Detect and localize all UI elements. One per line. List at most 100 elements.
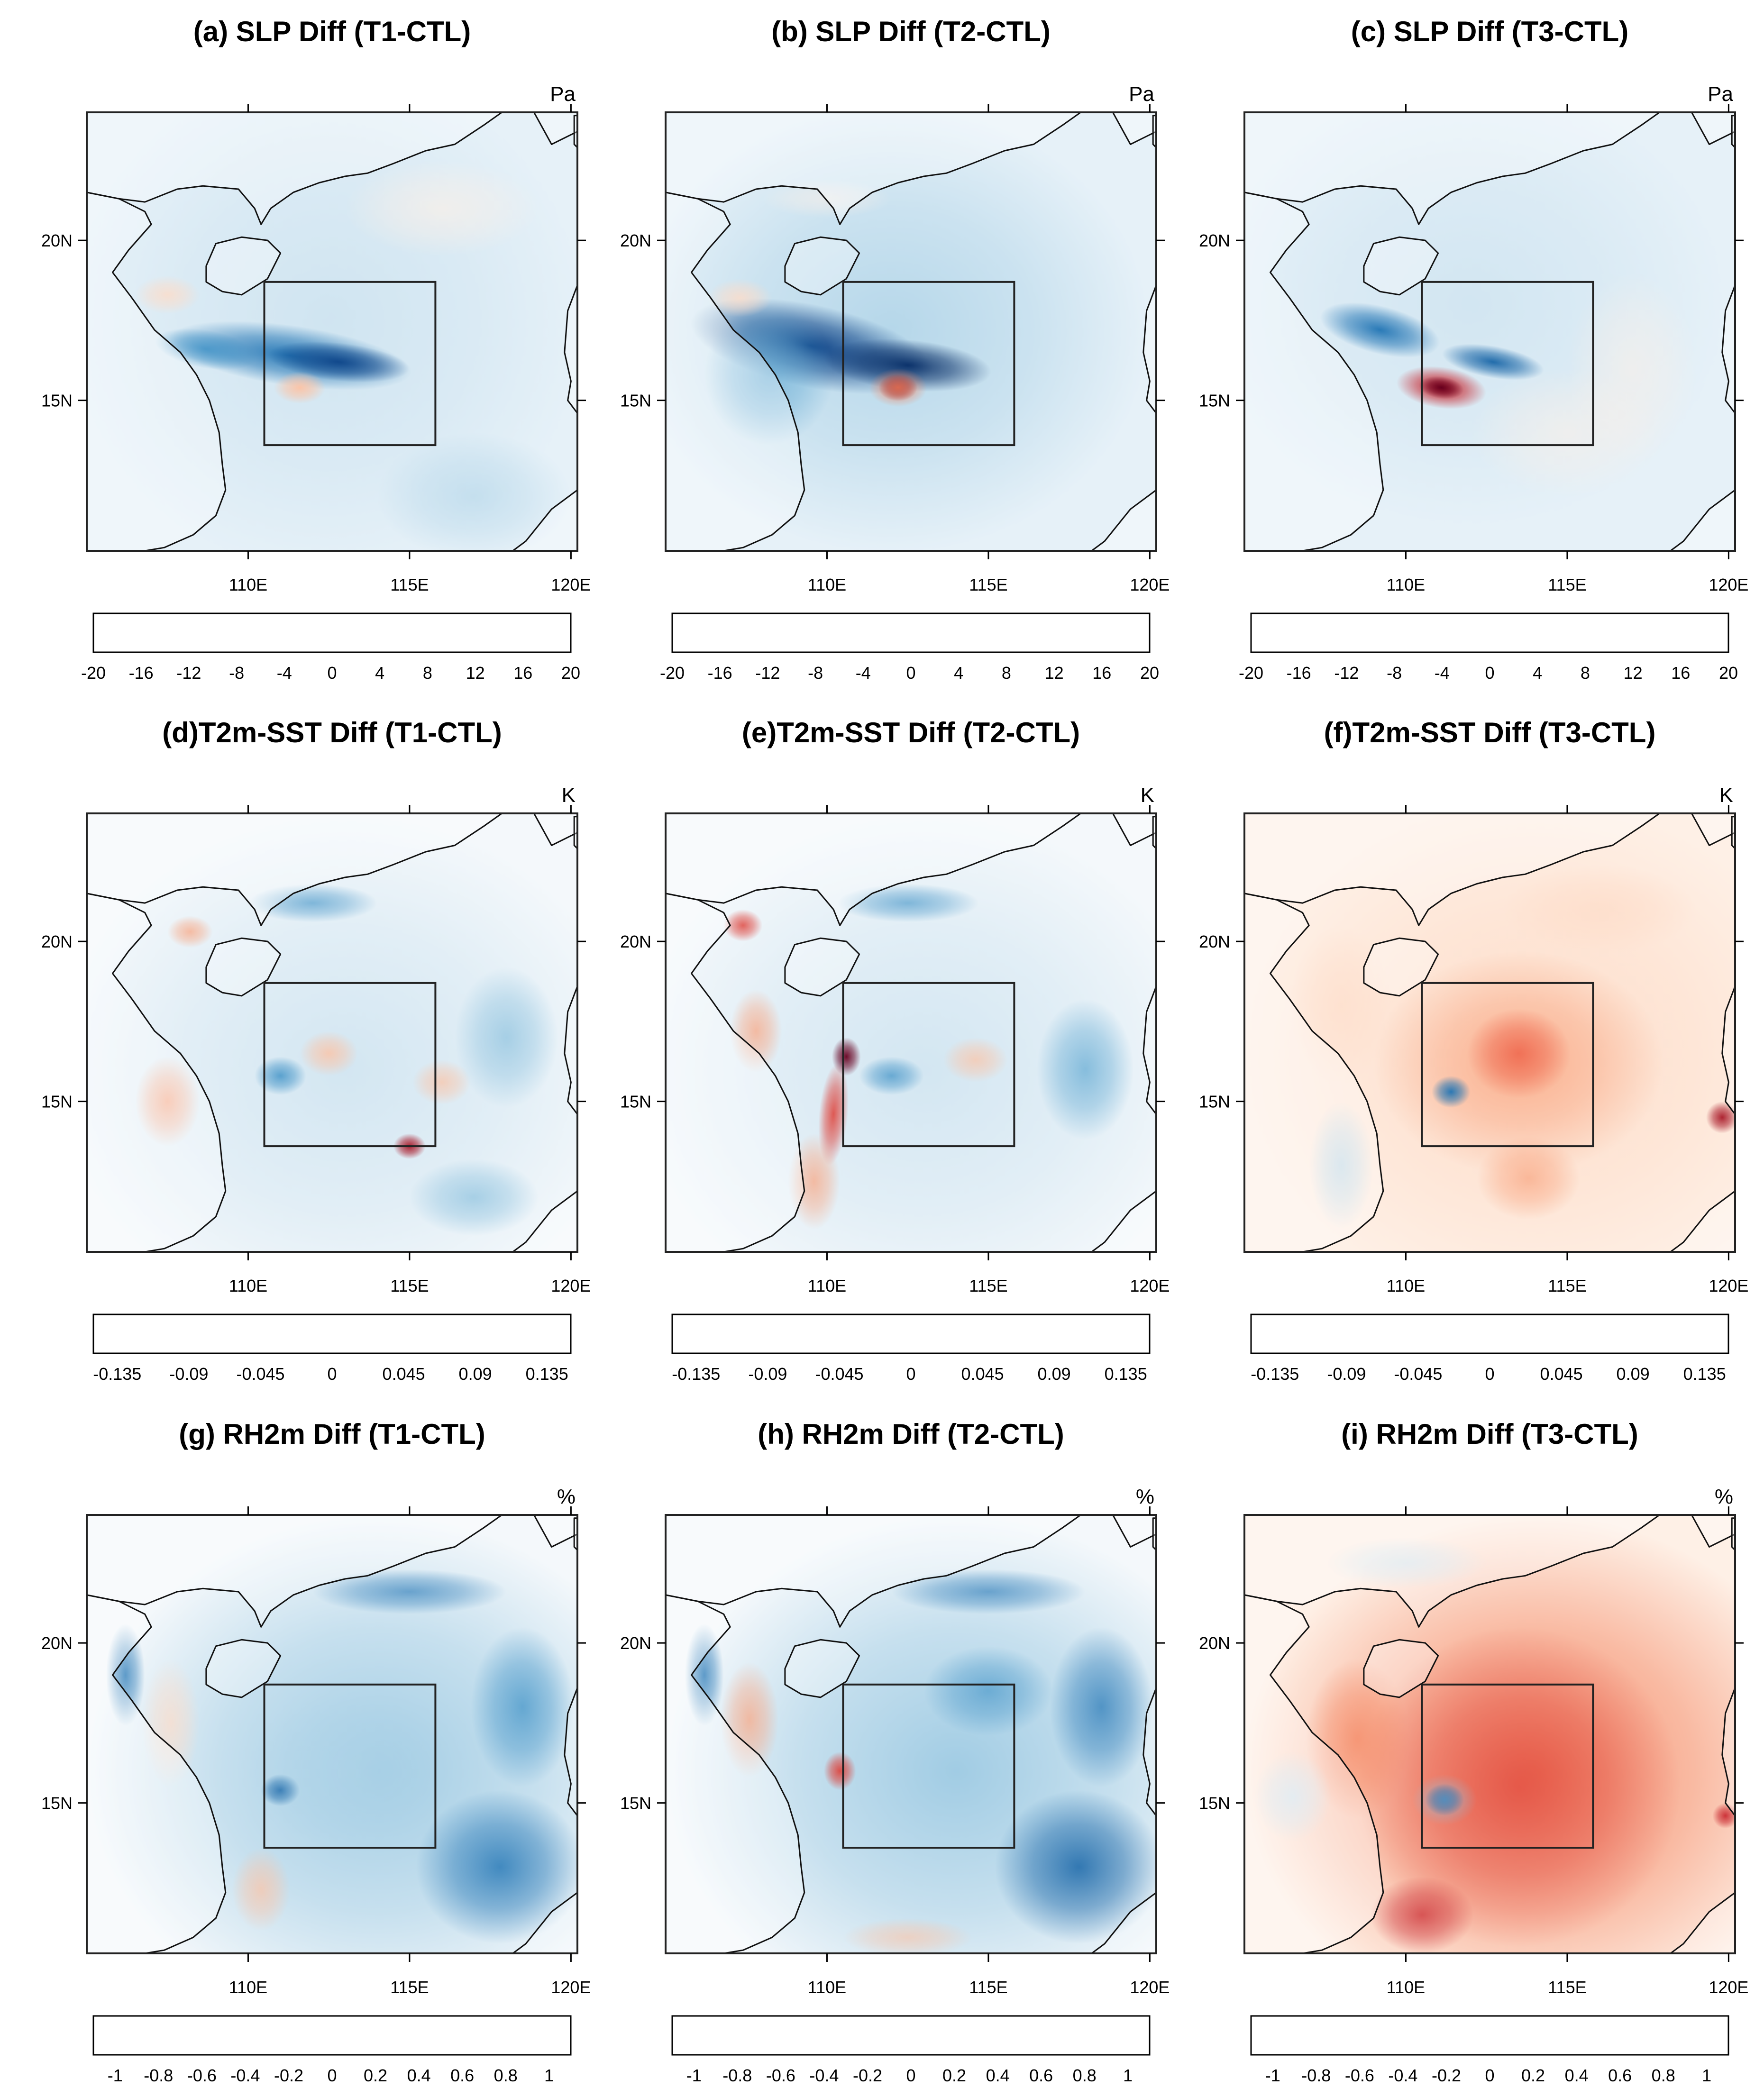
- y-tick-label: 20N: [1199, 231, 1230, 250]
- x-tick-label: 110E: [229, 1276, 267, 1295]
- anomaly-feature: [1502, 865, 1697, 955]
- panel-d: (d)T2m-SST Diff (T1-CTL) K 110E 115E 120E 20N…: [41, 717, 591, 1384]
- colorbar-label: 0: [327, 663, 337, 683]
- coastline: [1142, 284, 1156, 414]
- anomaly-feature: [471, 1627, 575, 1787]
- coastline: [1363, 937, 1439, 997]
- y-tick-label: 15N: [620, 1092, 651, 1112]
- x-tick-label: 120E: [1130, 1978, 1170, 1997]
- y-tick-label: 20N: [41, 1633, 73, 1653]
- colorbar-label: 12: [466, 663, 485, 683]
- anomaly-feature: [155, 328, 257, 370]
- units-label: %: [1715, 1485, 1733, 1508]
- colorbar-label: 12: [1045, 663, 1064, 683]
- colorbar-label: -1: [686, 2066, 702, 2085]
- anomaly-feature: [412, 1059, 471, 1105]
- anomaly-feature: [455, 967, 558, 1108]
- anomaly-feature: [843, 1918, 972, 1953]
- colorbar-label: 0.045: [383, 1364, 425, 1384]
- anomaly-feature: [707, 279, 772, 318]
- anomaly-feature: [1325, 1537, 1487, 1589]
- study-box: [263, 982, 437, 1148]
- coastline: [666, 893, 805, 1252]
- anomaly-feature: [995, 1790, 1156, 1944]
- colorbar-label: 0: [906, 1364, 915, 1384]
- y-tick-label: 15N: [41, 391, 73, 410]
- coastline: [666, 191, 805, 551]
- field-layer: [87, 112, 577, 551]
- anomaly-feature: [345, 160, 539, 256]
- colorbar-label: -0.135: [93, 1364, 141, 1384]
- y-tick-label: 20N: [620, 1633, 651, 1653]
- coastline: [87, 893, 227, 1252]
- coastline: [1244, 893, 1384, 1252]
- anomaly-feature: [248, 884, 377, 922]
- x-tick-label: 115E: [390, 1978, 429, 1997]
- colorbar-label: 0.09: [459, 1364, 492, 1384]
- units-label: %: [557, 1485, 576, 1508]
- anomaly-feature: [704, 304, 834, 446]
- map-frame: [86, 812, 578, 1253]
- colorbar-frame: [1250, 612, 1729, 653]
- panel-title: (f)T2m-SST Diff (T3-CTL): [1324, 717, 1656, 748]
- anomaly-feature: [106, 1623, 145, 1726]
- colorbar-label: 0: [906, 2066, 915, 2085]
- colorbar-label: -4: [856, 663, 871, 683]
- x-tick-label: 115E: [390, 1276, 429, 1295]
- coastline: [784, 236, 860, 296]
- study-box: [1421, 982, 1594, 1148]
- panel-a: (a) SLP Diff (T1-CTL) Pa 110E 115E 120E 20N 15…: [41, 16, 591, 683]
- colorbar-label: -0.6: [1345, 2066, 1374, 2085]
- x-tick-label: 120E: [1709, 575, 1748, 594]
- colorbar-label: -0.2: [1432, 2066, 1461, 2085]
- anomaly-feature: [409, 1159, 539, 1236]
- x-tick-label: 115E: [969, 575, 1007, 594]
- panel-i: (i) RH2m Diff (T3-CTL)% 110E 115E 120E 20N 15…: [1199, 1418, 1748, 2085]
- coastline: [1142, 985, 1156, 1115]
- panel-f: (f)T2m-SST Diff (T3-CTL) K 110E 115E 120E 20N…: [1199, 717, 1748, 1384]
- colorbar-label: -0.135: [1251, 1364, 1299, 1384]
- anomaly-feature: [869, 368, 927, 407]
- anomaly-feature: [859, 1057, 924, 1095]
- colorbar-label: -16: [129, 663, 154, 683]
- anomaly-feature: [1412, 1774, 1477, 1825]
- map-frame: [665, 812, 1157, 1253]
- x-tick-label: 110E: [1387, 575, 1425, 594]
- colorbar-label: -20: [81, 663, 106, 683]
- panel-title: (b) SLP Diff (T2-CTL): [771, 16, 1051, 47]
- anomaly-feature: [1050, 1627, 1153, 1787]
- colorbar-label: -0.2: [853, 2066, 882, 2085]
- x-tick-label: 120E: [551, 1978, 591, 1997]
- coastline: [784, 937, 860, 997]
- map-frame: [1243, 812, 1736, 1253]
- colorbar-label: 0.135: [1105, 1364, 1147, 1384]
- colorbar-label: -20: [1239, 663, 1263, 683]
- map-frame: [1243, 1514, 1736, 1954]
- anomaly-feature: [1567, 272, 1697, 465]
- coastline: [87, 813, 577, 926]
- colorbar-label: -0.045: [1394, 1364, 1442, 1384]
- colorbar-label: 0.4: [407, 2066, 431, 2085]
- colorbar-label: 0.135: [1683, 1364, 1726, 1384]
- colorbar-label: -0.09: [169, 1364, 208, 1384]
- coastline: [1721, 284, 1735, 414]
- coastline: [666, 813, 1156, 926]
- panel-title: (h) RH2m Diff (T2-CTL): [758, 1418, 1064, 1450]
- colorbar-label: -12: [176, 663, 201, 683]
- anomaly-feature: [167, 916, 213, 948]
- field-layer: [1244, 813, 1735, 1252]
- field-layer: [666, 813, 1156, 1252]
- colorbar-label: -0.09: [748, 1364, 787, 1384]
- y-tick-label: 15N: [1199, 391, 1230, 410]
- anomaly-feature: [720, 1662, 779, 1778]
- coastline: [1091, 489, 1156, 551]
- coastline: [87, 1515, 577, 1628]
- anomaly-feature: [300, 1031, 358, 1076]
- field-layer: [87, 813, 577, 1252]
- coastline: [205, 1639, 282, 1698]
- colorbar-label: 4: [375, 663, 384, 683]
- colorbar-label: 20: [1719, 663, 1738, 683]
- units-label: Pa: [1708, 82, 1733, 106]
- panel-c: (c) SLP Diff (T3-CTL) Pa 110E 115E 120E 20N 15…: [1199, 16, 1748, 683]
- units-label: K: [562, 784, 576, 807]
